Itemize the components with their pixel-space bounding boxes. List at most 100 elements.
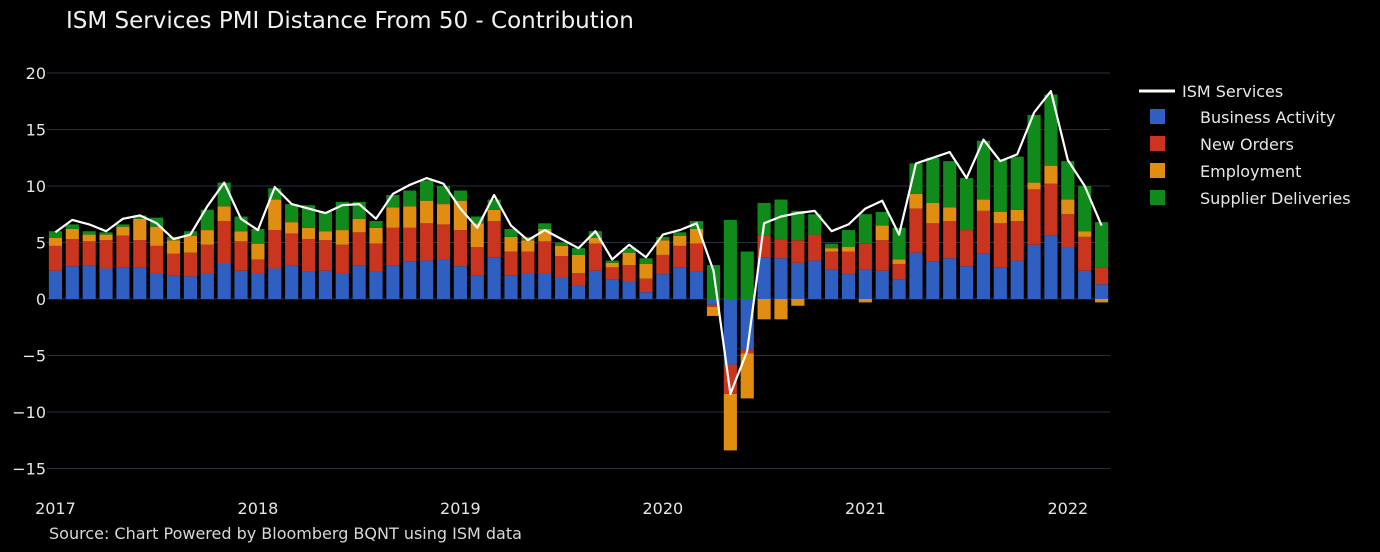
bar-new-orders bbox=[976, 210, 991, 254]
bar-new-orders bbox=[251, 259, 265, 274]
bar-supplier-deliveries bbox=[993, 160, 1007, 212]
bar-business-activity bbox=[420, 260, 434, 299]
bar-business-activity bbox=[723, 299, 737, 365]
bar-employment bbox=[217, 206, 231, 222]
legend-label-new-orders: New Orders bbox=[1200, 135, 1294, 154]
bar-supplier-deliveries bbox=[555, 242, 569, 246]
bar-business-activity bbox=[200, 273, 214, 299]
bar-business-activity bbox=[1010, 260, 1024, 299]
bar-new-orders bbox=[183, 252, 198, 277]
bar-employment bbox=[285, 222, 299, 234]
bar-new-orders bbox=[959, 230, 974, 267]
bar-new-orders bbox=[1094, 267, 1109, 285]
bar-new-orders bbox=[48, 245, 63, 271]
x-tick-label: 2020 bbox=[643, 499, 684, 518]
bar-business-activity bbox=[926, 261, 940, 299]
bar-new-orders bbox=[858, 243, 872, 270]
bar-new-orders bbox=[200, 244, 214, 274]
bar-business-activity bbox=[1027, 244, 1041, 299]
bar-business-activity bbox=[504, 275, 518, 299]
y-tick-label: 10 bbox=[26, 177, 46, 196]
bar-supplier-deliveries bbox=[1044, 94, 1058, 166]
bar-business-activity bbox=[453, 266, 467, 299]
bar-new-orders bbox=[436, 224, 451, 260]
legend-swatch-business-activity bbox=[1150, 109, 1165, 124]
bar-business-activity bbox=[639, 292, 653, 299]
bar-new-orders bbox=[841, 251, 856, 275]
bar-employment bbox=[1027, 182, 1041, 190]
bar-supplier-deliveries bbox=[943, 161, 957, 208]
y-tick-label: 0 bbox=[36, 290, 46, 309]
bar-employment bbox=[841, 247, 856, 252]
bar-business-activity bbox=[993, 267, 1007, 299]
bar-business-activity bbox=[791, 262, 805, 299]
bar-business-activity bbox=[436, 259, 451, 299]
bar-new-orders bbox=[538, 241, 552, 274]
bar-employment bbox=[200, 230, 214, 245]
bar-supplier-deliveries bbox=[200, 209, 214, 231]
bar-business-activity bbox=[470, 275, 484, 299]
bar-supplier-deliveries bbox=[959, 178, 974, 231]
bar-employment bbox=[65, 228, 79, 240]
bar-employment bbox=[588, 237, 602, 244]
bar-new-orders bbox=[808, 234, 822, 261]
bar-new-orders bbox=[706, 304, 721, 307]
bar-employment bbox=[133, 218, 147, 241]
bar-new-orders bbox=[65, 239, 79, 267]
line-layer bbox=[54, 89, 1103, 395]
bar-new-orders bbox=[656, 254, 670, 275]
bar-employment bbox=[622, 252, 636, 266]
source-note: Source: Chart Powered by Bloomberg BQNT … bbox=[49, 524, 522, 543]
bar-employment bbox=[774, 299, 788, 320]
bar-new-orders bbox=[521, 251, 535, 274]
bar-new-orders bbox=[217, 221, 231, 264]
bar-employment bbox=[673, 235, 687, 246]
bar-employment bbox=[706, 306, 721, 316]
x-tick-label: 2019 bbox=[440, 499, 481, 518]
bar-new-orders bbox=[909, 208, 923, 253]
bar-new-orders bbox=[420, 223, 434, 261]
bar-business-activity bbox=[841, 274, 856, 299]
y-tick-label: −5 bbox=[22, 347, 46, 366]
bar-employment bbox=[1078, 231, 1092, 237]
legend-label-ism-services: ISM Services bbox=[1182, 82, 1283, 101]
bar-business-activity bbox=[386, 265, 400, 299]
bar-new-orders bbox=[386, 227, 400, 266]
bar-business-activity bbox=[1061, 247, 1075, 299]
x-tick-label: 2017 bbox=[35, 499, 76, 518]
bar-business-activity bbox=[605, 279, 619, 299]
bar-business-activity bbox=[808, 260, 822, 299]
bar-employment bbox=[976, 199, 991, 211]
bar-supplier-deliveries bbox=[858, 214, 872, 244]
bar-new-orders bbox=[791, 240, 805, 263]
bar-new-orders bbox=[943, 221, 957, 259]
bar-new-orders bbox=[369, 243, 383, 272]
bar-supplier-deliveries bbox=[639, 258, 653, 264]
bar-employment bbox=[639, 263, 653, 279]
y-tick-label: 5 bbox=[36, 234, 46, 253]
bar-new-orders bbox=[1027, 189, 1041, 245]
ism-services-line bbox=[54, 89, 1103, 395]
bar-supplier-deliveries bbox=[757, 202, 771, 236]
bar-business-activity bbox=[183, 276, 198, 299]
bar-employment bbox=[1010, 209, 1024, 222]
bar-supplier-deliveries bbox=[403, 190, 417, 207]
bar-employment bbox=[723, 393, 737, 451]
bar-new-orders bbox=[504, 251, 518, 276]
bar-employment bbox=[268, 199, 282, 231]
y-tick-label: −10 bbox=[12, 403, 46, 422]
bar-business-activity bbox=[555, 277, 569, 299]
bar-supplier-deliveries bbox=[318, 211, 332, 232]
bar-supplier-deliveries bbox=[285, 204, 299, 223]
bar-business-activity bbox=[1094, 284, 1109, 299]
bar-new-orders bbox=[318, 240, 332, 271]
bar-employment bbox=[571, 254, 586, 274]
bar-employment bbox=[858, 299, 872, 303]
legend-swatch-employment bbox=[1150, 163, 1165, 178]
bar-business-activity bbox=[251, 273, 265, 299]
bar-employment bbox=[183, 235, 198, 253]
bar-new-orders bbox=[1078, 236, 1092, 271]
bar-new-orders bbox=[926, 223, 940, 262]
bar-supplier-deliveries bbox=[82, 231, 96, 235]
